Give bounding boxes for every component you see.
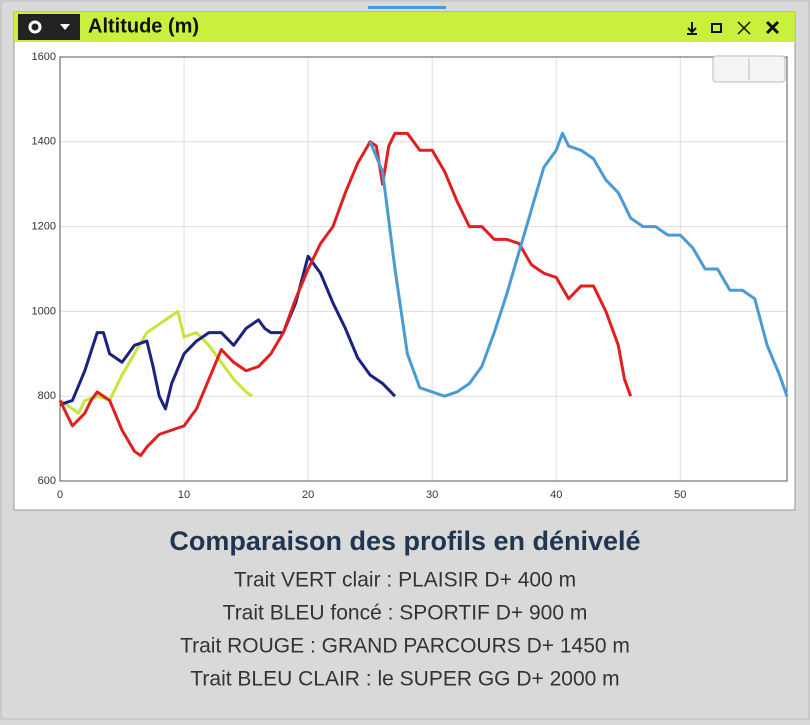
download-icon[interactable] xyxy=(687,22,697,35)
series-line xyxy=(368,131,789,398)
x-tick-label: 40 xyxy=(550,489,562,501)
series-line xyxy=(58,131,633,458)
dropdown-arrow xyxy=(60,24,70,30)
popout-icon[interactable] xyxy=(711,23,722,33)
x-tick-label: 0 xyxy=(57,489,63,501)
widget xyxy=(13,11,796,511)
y-tick-label: 1600 xyxy=(32,51,56,63)
plot-frame xyxy=(59,56,788,482)
fullscreen-icon[interactable] xyxy=(737,21,751,35)
y-tick-label: 1000 xyxy=(32,305,56,317)
x-tick-label: 30 xyxy=(426,489,438,501)
series-line xyxy=(59,254,397,411)
zoom-controls xyxy=(712,55,786,83)
legend-entry: Trait BLEU CLAIR : le SUPER GG D+ 2000 m xyxy=(190,668,619,691)
series-line xyxy=(59,309,254,415)
widget-title: Altitude (m) xyxy=(88,15,199,37)
legend-entry: Trait BLEU foncé : SPORTIF D+ 900 m xyxy=(223,602,588,625)
legend-entry: Trait VERT clair : PLAISIR D+ 400 m xyxy=(234,569,576,592)
x-tick-label: 10 xyxy=(178,489,190,501)
x-tick-label: 50 xyxy=(674,489,686,501)
y-tick-label: 800 xyxy=(38,390,56,402)
header-icons xyxy=(687,20,780,35)
widget-header xyxy=(14,12,795,42)
drag-handle xyxy=(368,6,446,9)
y-tick-label: 1200 xyxy=(32,221,56,233)
y-tick-label: 1400 xyxy=(32,136,56,148)
legend-entry: Trait ROUGE : GRAND PARCOURS D+ 1450 m xyxy=(180,635,630,658)
y-tick-label: 600 xyxy=(38,475,56,487)
caption-title: Comparaison des profils en dénivelé xyxy=(169,526,640,556)
x-tick-label: 20 xyxy=(302,489,314,501)
close-icon[interactable] xyxy=(765,20,780,35)
settings-button[interactable] xyxy=(18,14,80,40)
gear-icon xyxy=(28,20,42,34)
